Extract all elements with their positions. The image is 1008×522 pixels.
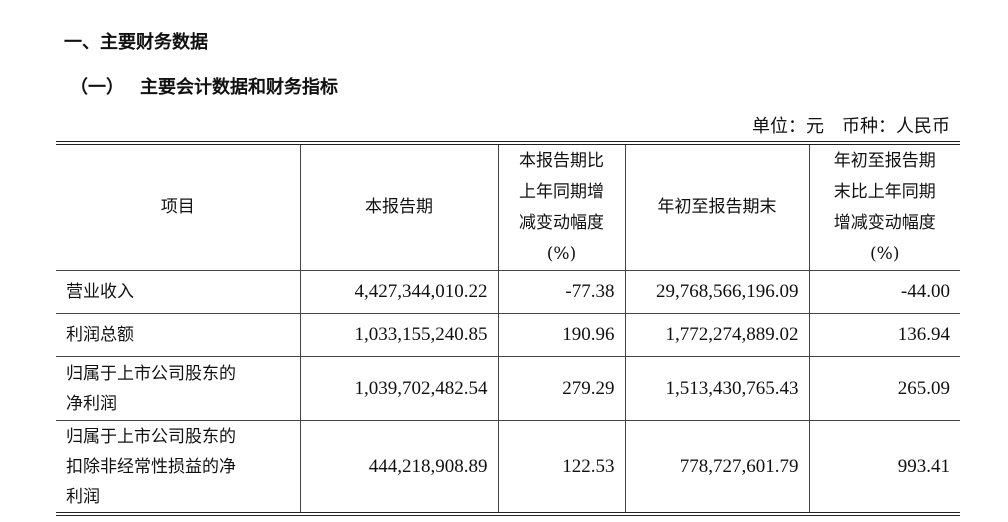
row-label: 营业收入 <box>56 270 301 314</box>
section-heading: 一、主要财务数据 <box>64 32 208 53</box>
ytd-change: 136.94 <box>808 313 960 357</box>
header-current-period: 本报告期 <box>299 142 499 271</box>
current-change: -77.38 <box>497 270 626 314</box>
table-header-row: 项目 本报告期 本报告期比 上年同期增 减变动幅度 (%) 年初至报告期末 年初… <box>56 142 960 271</box>
subsection-number: （一） <box>70 77 124 98</box>
header-ytd-change: 年初至报告期 末比上年同期 增减变动幅度 (%) <box>808 142 960 271</box>
ytd-value: 778,727,601.79 <box>624 420 810 515</box>
currency-label: 币种：人民币 <box>842 116 950 137</box>
header-line: 上年同期增 <box>519 181 604 202</box>
label-line: 利润 <box>66 486 100 507</box>
header-ytd: 年初至报告期末 <box>624 142 810 271</box>
table-row: 营业收入 4,427,344,010.22 -77.38 29,768,566,… <box>56 270 960 314</box>
ytd-value: 29,768,566,196.09 <box>624 270 810 314</box>
table-row: 归属于上市公司股东的 净利润 1,039,702,482.54 279.29 1… <box>56 356 960 421</box>
label-line: 扣除非经常性损益的净 <box>66 456 236 477</box>
table-row: 归属于上市公司股东的 扣除非经常性损益的净 利润 444,218,908.89 … <box>56 420 960 515</box>
label-line: 归属于上市公司股东的 <box>66 426 236 447</box>
unit-label: 单位：元 <box>752 116 824 137</box>
subsection-title: 主要会计数据和财务指标 <box>140 77 338 98</box>
unit-note: 单位：元 币种：人民币 <box>752 112 950 138</box>
current-value: 1,039,702,482.54 <box>299 356 499 421</box>
header-line: 减变动幅度 <box>519 212 604 233</box>
row-label: 归属于上市公司股东的 净利润 <box>56 356 301 421</box>
label-line: 归属于上市公司股东的 <box>66 363 236 384</box>
ytd-change: -44.00 <box>808 270 960 314</box>
ytd-change: 265.09 <box>808 356 960 421</box>
row-label: 利润总额 <box>56 313 301 357</box>
ytd-value: 1,513,430,765.43 <box>624 356 810 421</box>
header-current-change: 本报告期比 上年同期增 减变动幅度 (%) <box>497 142 626 271</box>
header-line: 本报告期比 <box>519 150 604 171</box>
subsection-heading: （一） 主要会计数据和财务指标 <box>70 73 338 99</box>
current-change: 190.96 <box>497 313 626 357</box>
ytd-value: 1,772,274,889.02 <box>624 313 810 357</box>
header-line: 增减变动幅度 <box>833 212 936 233</box>
header-line: 年初至报告期 <box>833 150 936 171</box>
current-value: 1,033,155,240.85 <box>299 313 499 357</box>
current-change: 279.29 <box>497 356 626 421</box>
current-value: 4,427,344,010.22 <box>299 270 499 314</box>
header-line: (%) <box>870 243 900 264</box>
table-row: 利润总额 1,033,155,240.85 190.96 1,772,274,8… <box>56 313 960 357</box>
label-line: 净利润 <box>66 393 117 414</box>
current-value: 444,218,908.89 <box>299 420 499 515</box>
current-change: 122.53 <box>497 420 626 515</box>
header-item: 项目 <box>56 142 301 271</box>
header-line: 末比上年同期 <box>833 181 936 202</box>
header-line: (%) <box>546 243 577 264</box>
row-label: 归属于上市公司股东的 扣除非经常性损益的净 利润 <box>56 420 301 515</box>
financial-data-table: 项目 本报告期 本报告期比 上年同期增 减变动幅度 (%) 年初至报告期末 年初… <box>56 141 960 516</box>
ytd-change: 993.41 <box>808 420 960 515</box>
